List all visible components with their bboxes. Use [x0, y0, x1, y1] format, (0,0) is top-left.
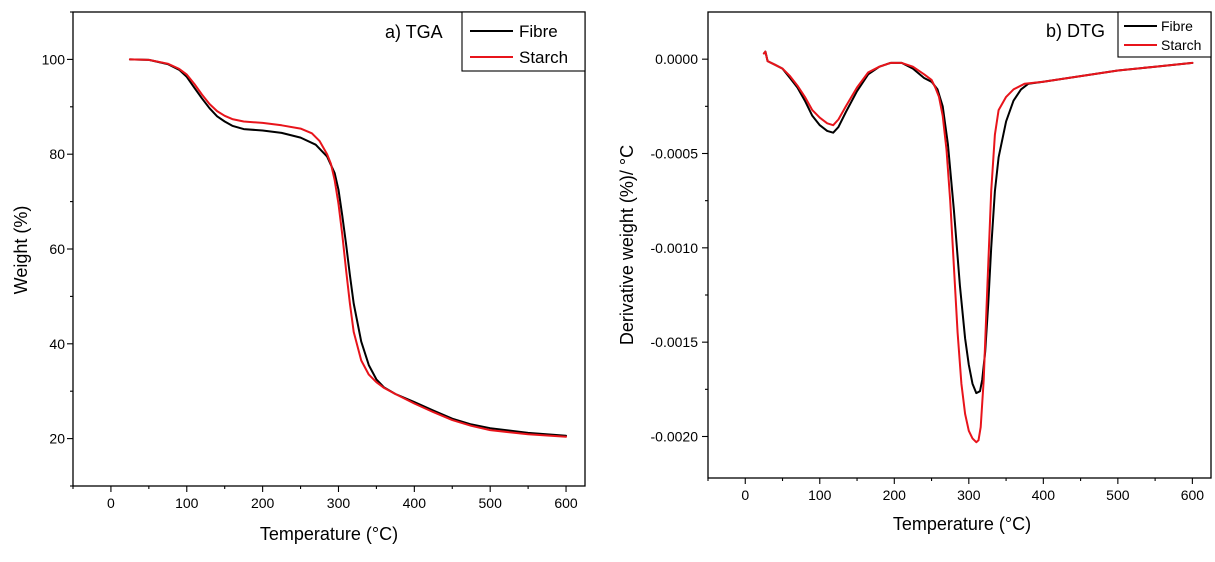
- tga-x-tick-label: 400: [403, 495, 427, 511]
- dtg-panel: 0 100 200 300 400 500 600 -0.0020 -0.0015 -0.0010…: [617, 11, 1212, 534]
- dtg-legend-starch-label: Starch: [1161, 37, 1201, 53]
- dtg-x-axis-title: Temperature (°C): [893, 514, 1031, 534]
- tga-legend-fibre-label: Fibre: [519, 22, 558, 41]
- tga-x-tick-label: 0: [107, 495, 115, 511]
- tga-series-fibre: [128, 58, 567, 437]
- dtg-x-tick-label: 100: [808, 487, 832, 503]
- dtg-x-tick-label: 500: [1106, 487, 1130, 503]
- dtg-panel-title: b) DTG: [1046, 21, 1105, 41]
- tga-x-tick-label: 500: [479, 495, 503, 511]
- tga-legend-box: [461, 11, 586, 72]
- tga-legend: Fibre Starch: [461, 11, 586, 72]
- tga-series-starch: [128, 58, 567, 438]
- dtg-plot-frame: [707, 11, 1212, 479]
- dtg-y-tick-label: 0.0000: [655, 51, 698, 67]
- dtg-x-tick-label: 400: [1032, 487, 1056, 503]
- dtg-x-tick-label: 0: [741, 487, 749, 503]
- dtg-y-tick-label: -0.0005: [651, 145, 699, 161]
- tga-ticks: 0 100 200 300 400 500 600 20 40 60 80 100: [42, 11, 578, 511]
- tga-panel: 0 100 200 300 400 500 600 20 40 60 80 100 a) TGA Fi…: [11, 11, 586, 544]
- dtg-legend-fibre-label: Fibre: [1161, 18, 1193, 34]
- tga-x-tick-label: 200: [251, 495, 275, 511]
- tga-series-lines: [128, 58, 567, 438]
- tga-plot-frame: [72, 11, 586, 487]
- dtg-y-tick-label: -0.0015: [651, 334, 699, 350]
- tga-y-tick-label: 100: [42, 51, 66, 67]
- tga-x-tick-label: 100: [175, 495, 199, 511]
- tga-x-axis-title: Temperature (°C): [260, 524, 398, 544]
- dtg-y-axis-title: Derivative weight (%)/ °C: [617, 145, 637, 345]
- dtg-x-tick-label: 200: [883, 487, 907, 503]
- tga-legend-starch-label: Starch: [519, 48, 568, 67]
- tga-y-tick-label: 80: [49, 146, 65, 162]
- dtg-x-tick-label: 600: [1181, 487, 1205, 503]
- dtg-y-tick-label: -0.0010: [651, 240, 699, 256]
- tga-y-tick-label: 60: [49, 241, 65, 257]
- dtg-series-lines: [762, 50, 1194, 444]
- dtg-ticks: 0 100 200 300 400 500 600 -0.0020 -0.0015 -0.0010…: [651, 51, 1205, 503]
- dtg-x-tick-label: 300: [957, 487, 981, 503]
- dtg-series-starch: [762, 50, 1194, 444]
- dtg-legend-box: [1117, 11, 1212, 58]
- dtg-y-tick-label: -0.0020: [651, 428, 699, 444]
- tga-x-tick-label: 300: [327, 495, 351, 511]
- tga-x-tick-label: 600: [554, 495, 578, 511]
- dtg-legend: Fibre Starch: [1117, 11, 1212, 58]
- tga-y-tick-label: 40: [49, 336, 65, 352]
- tga-panel-title: a) TGA: [385, 22, 443, 42]
- tga-y-tick-label: 20: [49, 431, 65, 447]
- dtg-series-fibre: [762, 50, 1194, 395]
- tga-y-axis-title: Weight (%): [11, 206, 31, 295]
